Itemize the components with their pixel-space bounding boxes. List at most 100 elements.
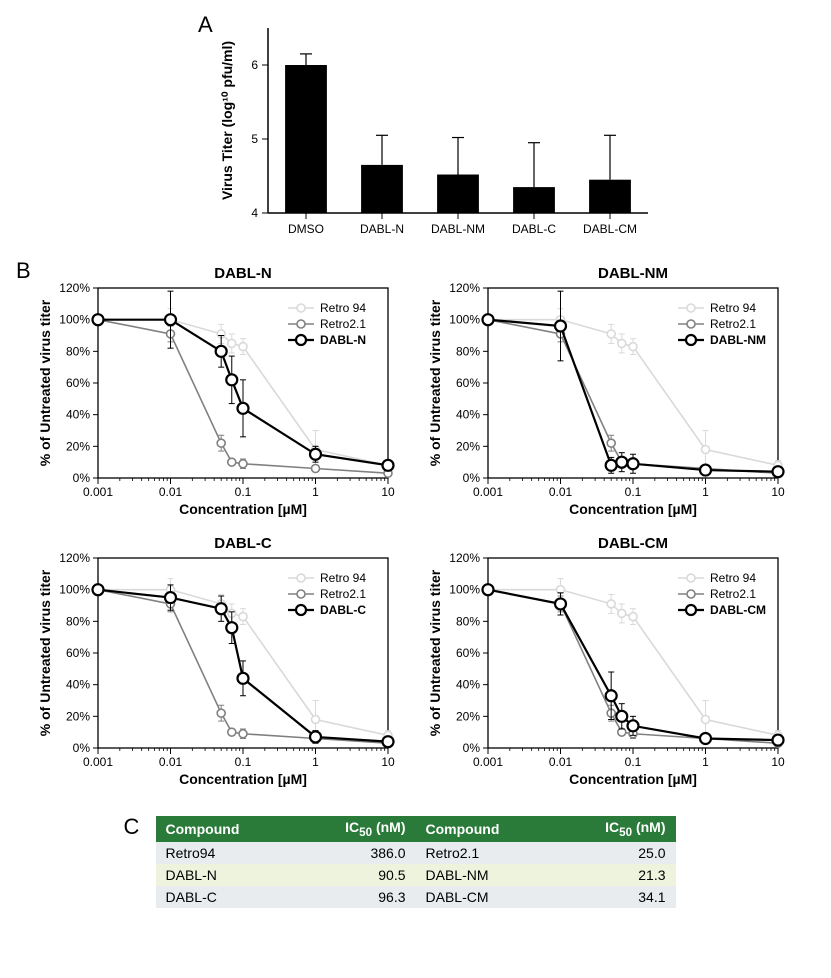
y-tick-label: 60% xyxy=(66,646,90,660)
series-marker xyxy=(607,330,615,338)
series-marker xyxy=(607,600,615,608)
y-tick-label: 100% xyxy=(449,313,480,327)
series-marker xyxy=(773,466,784,477)
x-tick-label: 0.01 xyxy=(549,755,573,769)
panel-c-wrap: C CompoundIC50 (nM)CompoundIC50 (nM)Retr… xyxy=(156,816,676,908)
y-tick-label: 20% xyxy=(66,439,90,453)
series-marker xyxy=(226,374,237,385)
panel-c-letter: C xyxy=(124,814,140,840)
legend-label: Retro 94 xyxy=(320,571,366,585)
series-marker xyxy=(700,465,711,476)
table-header: IC50 (nM) xyxy=(306,816,416,842)
y-tick-label: 80% xyxy=(66,614,90,628)
legend-label: Retro2.1 xyxy=(710,317,756,331)
y-tick-label: 100% xyxy=(449,583,480,597)
x-tick-label: 0.001 xyxy=(83,485,113,499)
subplot-title: DABL-C xyxy=(214,535,272,552)
x-tick-label: 0.1 xyxy=(625,485,642,499)
x-tick-label: DABL-CM xyxy=(583,222,637,236)
x-tick-label: 0.01 xyxy=(549,485,573,499)
x-axis-label: Concentration [µM] xyxy=(179,771,307,787)
subplot-title: DABL-CM xyxy=(598,535,668,552)
series-marker xyxy=(629,343,637,351)
table-cell: 96.3 xyxy=(306,886,416,908)
y-tick-label: 120% xyxy=(449,281,480,295)
series-marker xyxy=(483,314,494,325)
series-marker xyxy=(483,584,494,595)
subplot-title: DABL-NM xyxy=(598,265,668,282)
series-marker xyxy=(773,735,784,746)
y-tick-label: 80% xyxy=(66,344,90,358)
panel-b-svg: BDABL-N0%20%40%60%80%100%120%% of Untrea… xyxy=(8,248,823,808)
y-tick-label: 120% xyxy=(59,281,90,295)
series-marker xyxy=(616,457,627,468)
series-marker xyxy=(216,346,227,357)
bar xyxy=(513,187,555,213)
x-tick-label: DABL-C xyxy=(512,222,556,236)
y-tick-label: 4 xyxy=(251,206,258,220)
series-marker xyxy=(702,716,710,724)
x-tick-label: 1 xyxy=(312,755,319,769)
x-tick-label: DMSO xyxy=(288,222,324,236)
table-cell: 90.5 xyxy=(306,864,416,886)
x-tick-label: 10 xyxy=(381,485,395,499)
series-marker xyxy=(239,343,247,351)
y-tick-label: 40% xyxy=(66,408,90,422)
y-axis-label: % of Untreated virus titer xyxy=(37,569,53,736)
series-marker xyxy=(165,592,176,603)
series-marker xyxy=(629,613,637,621)
series-marker xyxy=(606,460,617,471)
series-marker xyxy=(239,613,247,621)
legend-label: DABL-CM xyxy=(710,603,766,617)
bar xyxy=(285,65,327,213)
y-axis-label: % of Untreated virus titer xyxy=(37,299,53,466)
y-tick-label: 20% xyxy=(456,709,480,723)
y-tick-label: 80% xyxy=(456,344,480,358)
table-row: DABL-C96.3DABL-CM34.1 xyxy=(156,886,676,908)
series-marker xyxy=(310,449,321,460)
y-tick-label: 60% xyxy=(456,376,480,390)
series-marker xyxy=(383,736,394,747)
y-tick-label: 40% xyxy=(66,678,90,692)
series-marker xyxy=(312,716,320,724)
x-tick-label: 10 xyxy=(771,755,785,769)
y-tick-label: 100% xyxy=(59,313,90,327)
legend-label: Retro 94 xyxy=(710,571,756,585)
x-tick-label: 10 xyxy=(771,485,785,499)
table-header: Compound xyxy=(416,816,566,842)
x-tick-label: 1 xyxy=(702,755,709,769)
bar xyxy=(589,180,631,213)
series-marker xyxy=(238,673,249,684)
series-marker xyxy=(312,465,320,473)
series-marker xyxy=(165,314,176,325)
series-marker xyxy=(555,598,566,609)
y-axis-label: Virus Titer (log¹⁰ pfu/ml) xyxy=(219,41,235,200)
series-marker xyxy=(383,460,394,471)
series-marker xyxy=(216,603,227,614)
panel-b-letter: B xyxy=(16,258,31,283)
figure-root: A456Virus Titer (log¹⁰ pfu/ml)DMSODABL-N… xyxy=(8,8,823,908)
legend-label: Retro 94 xyxy=(320,301,366,315)
x-tick-label: 0.1 xyxy=(235,485,252,499)
x-tick-label: 10 xyxy=(381,755,395,769)
subplot-title: DABL-N xyxy=(214,265,272,282)
legend-label: Retro2.1 xyxy=(710,587,756,601)
series-marker xyxy=(618,339,626,347)
series-marker xyxy=(93,584,104,595)
table-cell: DABL-CM xyxy=(416,886,566,908)
table-cell: 386.0 xyxy=(306,842,416,864)
legend-label: Retro2.1 xyxy=(320,317,366,331)
table-cell: DABL-NM xyxy=(416,864,566,886)
series-marker xyxy=(239,730,247,738)
y-axis-label: % of Untreated virus titer xyxy=(427,299,443,466)
x-axis-label: Concentration [µM] xyxy=(179,501,307,517)
legend-label: DABL-C xyxy=(320,603,366,617)
series-marker xyxy=(217,439,225,447)
table-header: Compound xyxy=(156,816,306,842)
series-marker xyxy=(607,439,615,447)
table-row: DABL-N90.5DABL-NM21.3 xyxy=(156,864,676,886)
series-marker xyxy=(238,403,249,414)
series-marker xyxy=(628,458,639,469)
legend-label: Retro 94 xyxy=(710,301,756,315)
x-tick-label: 0.001 xyxy=(473,485,503,499)
